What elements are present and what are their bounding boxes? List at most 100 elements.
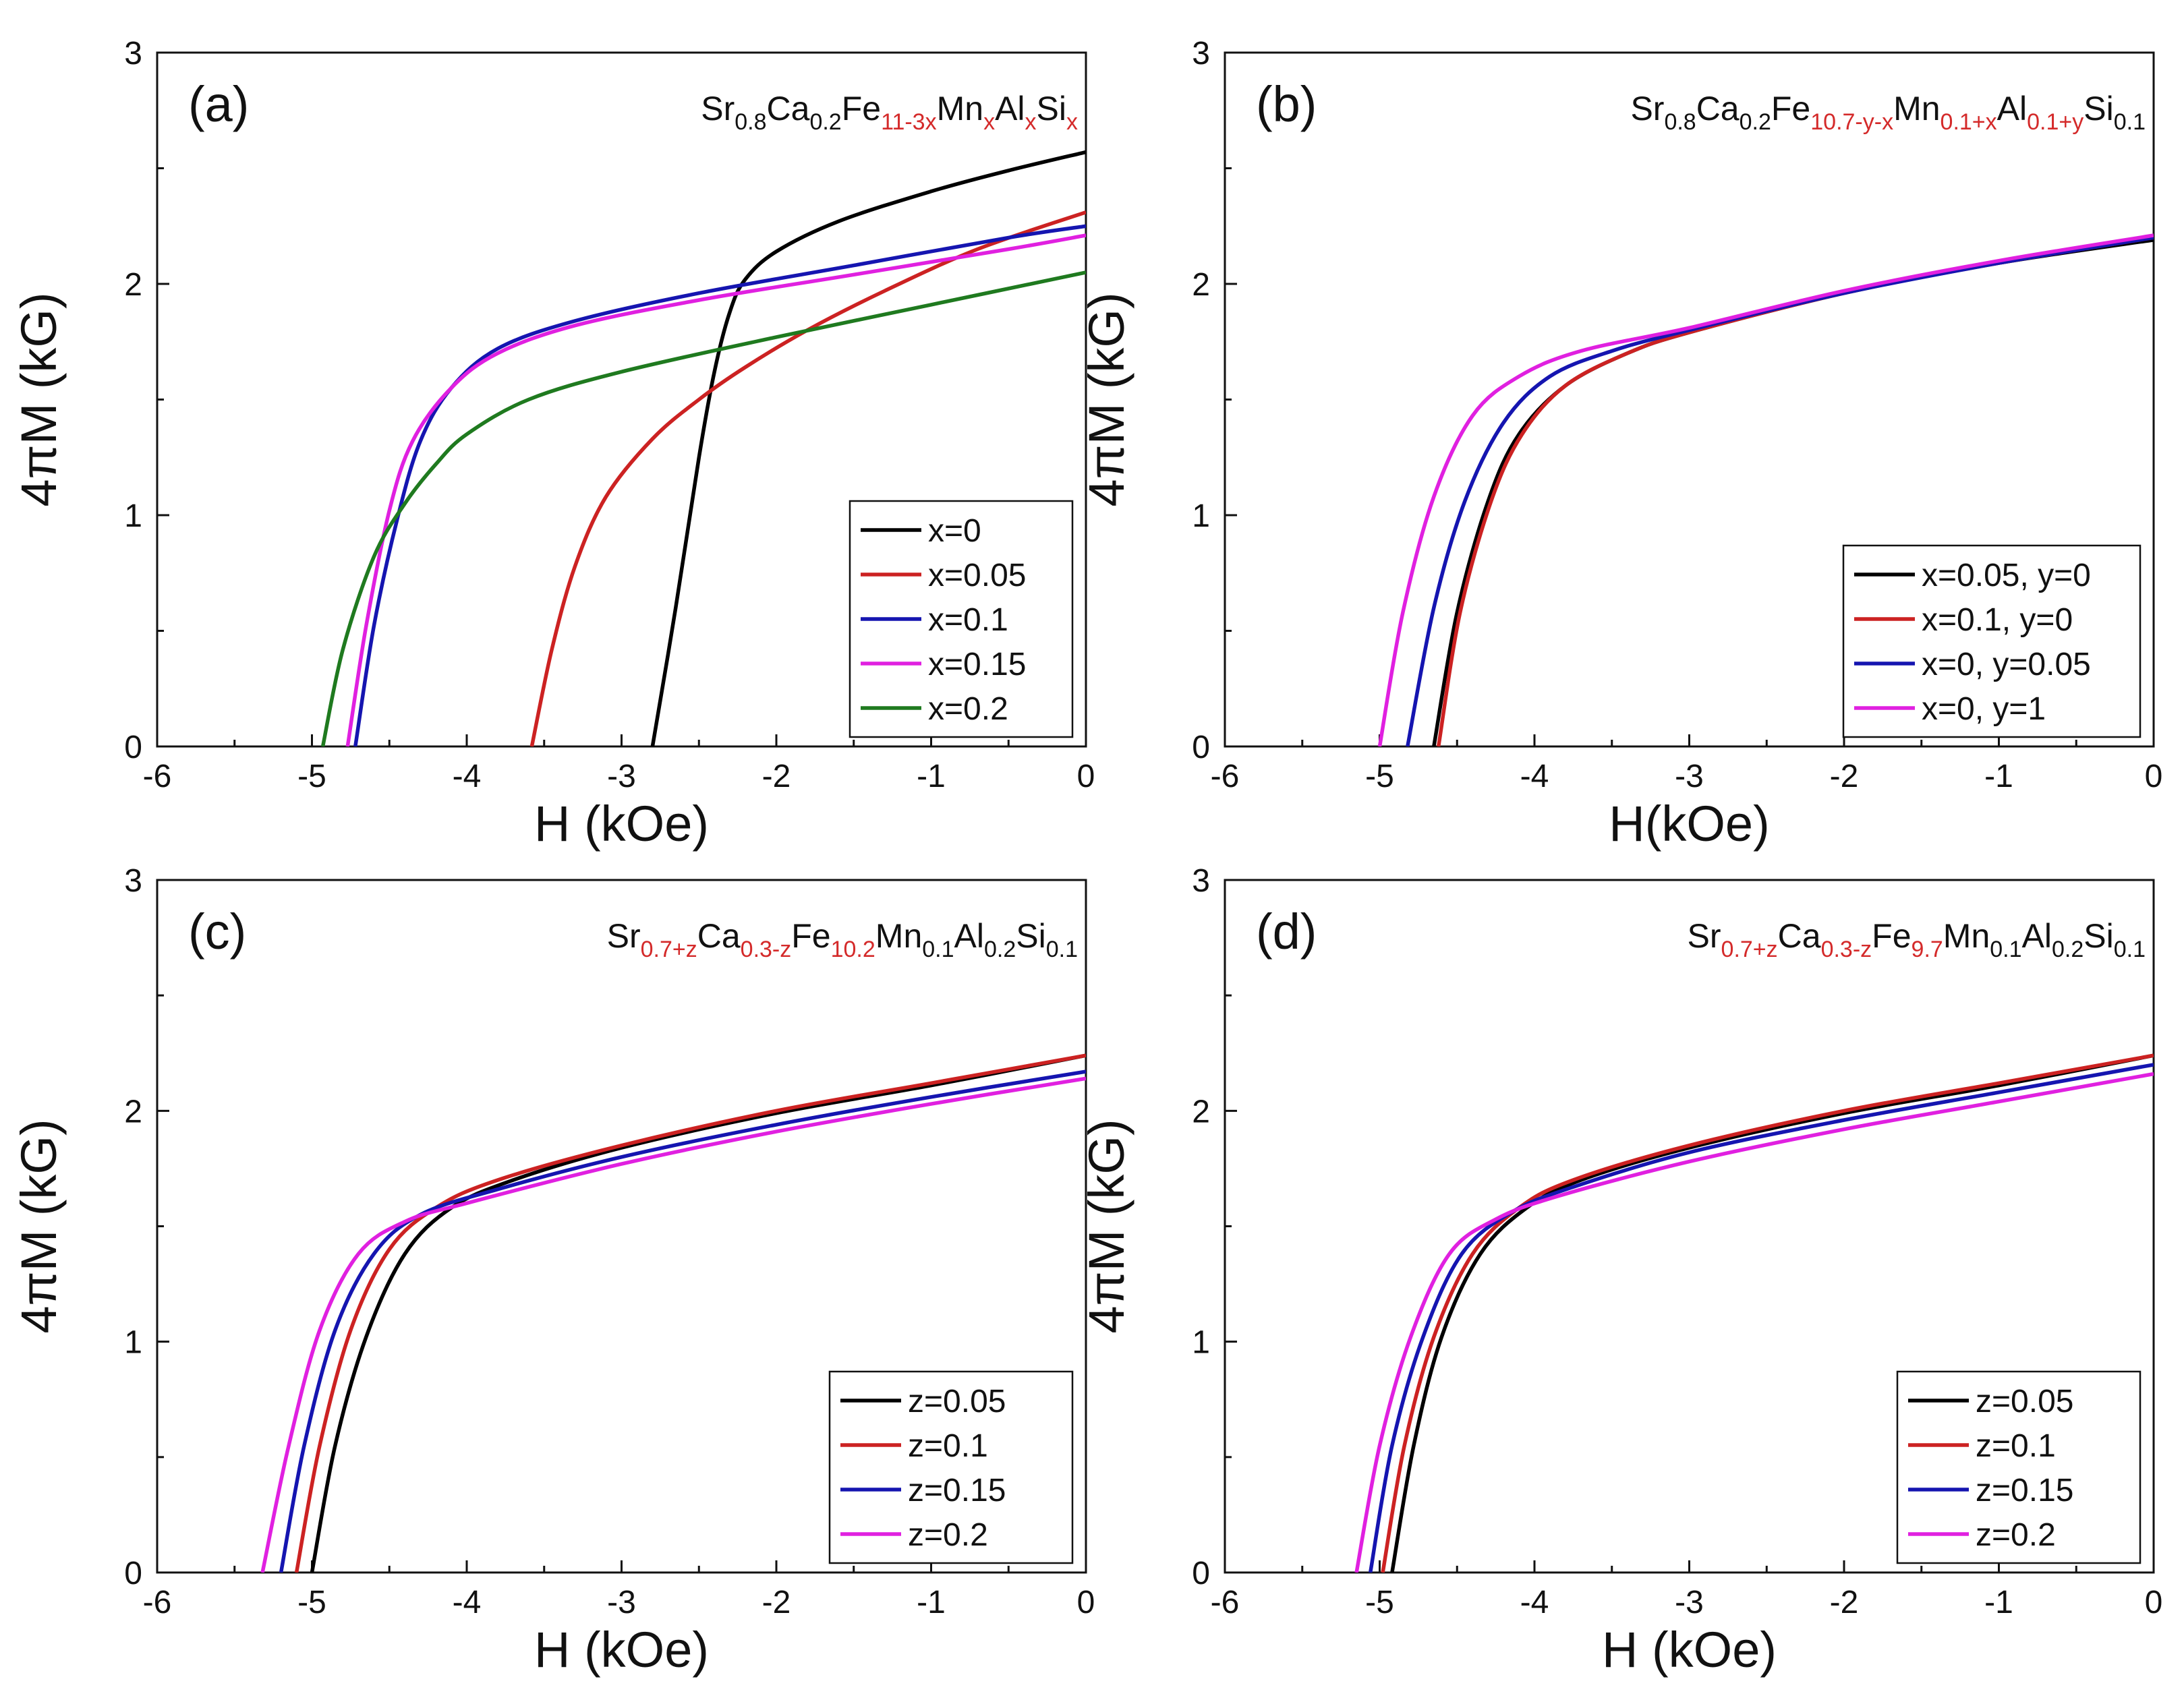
formula-subscript: x xyxy=(1066,109,1078,135)
composition-formula: Sr0.7+z​Ca0.3-z​Fe9.7​Mn0.1​Al0.2​Si0.1​ xyxy=(1688,917,2146,962)
formula-element: Si xyxy=(2084,90,2113,127)
formula-element: Mn xyxy=(1893,90,1940,127)
legend-entry-label: x=0, y=1 xyxy=(1922,691,2046,727)
legend-entry-label: x=0.1, y=0 xyxy=(1922,602,2073,638)
series-line-z-0p1 xyxy=(294,1053,1086,1573)
formula-subscript: 0.2 xyxy=(2052,937,2084,962)
series-line-z-0p2 xyxy=(1354,1071,2154,1573)
x-tick-label: -3 xyxy=(607,1585,636,1620)
y-tick-label: 1 xyxy=(1192,498,1210,534)
legend-entry-label: x=0, y=0.05 xyxy=(1922,647,2091,682)
x-tick-label: -5 xyxy=(1365,1585,1394,1620)
series-line-x-0p05 xyxy=(529,210,1086,746)
y-tick-label: 3 xyxy=(1192,36,1210,71)
formula-subscript: 0.2 xyxy=(984,937,1016,962)
x-tick-label: -1 xyxy=(1984,759,2013,794)
legend-entry-label: z=0.1 xyxy=(908,1428,988,1464)
y-tick-label: 1 xyxy=(1192,1325,1210,1361)
x-tick-label: 0 xyxy=(2145,1585,2163,1620)
formula-element: Ca xyxy=(697,917,741,955)
panel-d: -6 -5 -4 -3 -2 -1 0 0 1 2 3 H (kOe) 4πM (kG) (d) Sr0.7… xyxy=(1079,863,2162,1678)
legend-entry-label: x=0.05 xyxy=(928,558,1026,593)
panel-a: -6 -5 -4 -3 -2 -1 0 0 1 2 3 H (kOe) 4πM (kG) (a) Sr0.8… xyxy=(11,36,1095,852)
formula-subscript: 0.7+z xyxy=(1721,937,1778,962)
formula-subscript: 11-3x xyxy=(881,109,937,135)
formula-subscript: 0.3-z xyxy=(1821,937,1872,962)
x-tick-label: -4 xyxy=(453,759,482,794)
series-line-z-0p15 xyxy=(279,1069,1086,1573)
x-axis-title: H (kOe) xyxy=(534,796,709,852)
legend-entry-label: x=0.1 xyxy=(928,602,1008,638)
x-axis-title: H (kOe) xyxy=(1602,1622,1777,1678)
y-tick-label: 3 xyxy=(124,863,142,899)
formula-subscript: 0.1 xyxy=(1990,937,2021,962)
formula-subscript: 0.1 xyxy=(2114,109,2146,135)
formula-element: Si xyxy=(1037,90,1066,127)
x-tick-label: -5 xyxy=(297,759,326,794)
x-tick-label: 0 xyxy=(1077,759,1095,794)
x-tick-label: -4 xyxy=(1520,759,1549,794)
y-axis-title: 4πM (kG) xyxy=(11,1119,67,1333)
y-tick-label: 2 xyxy=(1192,267,1210,303)
formula-subscript: 9.7 xyxy=(1912,937,1943,962)
formula-subscript: x xyxy=(1025,109,1037,135)
formula-element: Sr xyxy=(1630,90,1664,127)
x-axis-title: H (kOe) xyxy=(534,1622,709,1678)
formula-subscript: 0.1 xyxy=(2114,937,2146,962)
x-tick-label: -6 xyxy=(143,759,172,794)
legend-entry-label: z=0.15 xyxy=(908,1473,1006,1508)
legend-entry-label: z=0.05 xyxy=(908,1384,1006,1419)
x-tick-label: -2 xyxy=(1830,1585,1859,1620)
formula-subscript: 0.1+x xyxy=(1941,109,1997,135)
formula-subscript: 10.2 xyxy=(831,937,875,962)
x-tick-label: -6 xyxy=(143,1585,172,1620)
formula-subscript: 0.2 xyxy=(1740,109,1771,135)
y-axis-title: 4πM (kG) xyxy=(11,292,67,506)
formula-subscript: 0.1+y xyxy=(2027,109,2084,135)
y-axis-title: 4πM (kG) xyxy=(1079,292,1134,506)
formula-element: Fe xyxy=(1771,90,1810,127)
formula-subscript: 0.1 xyxy=(922,937,954,962)
formula-element: Si xyxy=(2084,917,2113,955)
formula-element: Mn xyxy=(875,917,922,955)
x-tick-label: 0 xyxy=(1077,1585,1095,1620)
series-line-x-0-y-1 xyxy=(1377,233,2154,746)
legend-entry-label: z=0.1 xyxy=(1976,1428,2056,1464)
series-line-z-0p05 xyxy=(310,1053,1086,1573)
x-tick-label: -2 xyxy=(762,759,791,794)
x-tick-label: -6 xyxy=(1211,759,1240,794)
formula-element: Mn xyxy=(937,90,983,127)
y-tick-label: 3 xyxy=(124,36,142,71)
formula-element: Al xyxy=(995,90,1025,127)
formula-subscript: 10.7-y-x xyxy=(1810,109,1893,135)
y-tick-label: 0 xyxy=(1192,730,1210,765)
series-line-x-0p2 xyxy=(320,270,1086,746)
x-tick-label: 0 xyxy=(2145,759,2163,794)
x-tick-label: -2 xyxy=(1830,759,1859,794)
x-tick-label: -2 xyxy=(762,1585,791,1620)
y-tick-label: 1 xyxy=(124,498,142,534)
legend-entry-label: z=0.2 xyxy=(908,1517,988,1553)
series-line-z-0p1 xyxy=(1381,1053,2154,1573)
formula-element: Sr xyxy=(701,90,735,127)
legend-box xyxy=(1896,1370,2142,1564)
panel-label: (a) xyxy=(188,76,249,132)
formula-subscript: 0.8 xyxy=(735,109,766,135)
x-tick-label: -6 xyxy=(1211,1585,1240,1620)
x-tick-label: -4 xyxy=(1520,1585,1549,1620)
y-tick-label: 1 xyxy=(124,1325,142,1361)
series-line-x-0p1 xyxy=(353,224,1086,746)
composition-formula: Sr0.7+z​Ca0.3-z​Fe10.2​Mn0.1​Al0.2​Si0.1… xyxy=(607,917,1078,962)
legend-entry-label: z=0.05 xyxy=(1976,1384,2073,1419)
formula-subscript: x xyxy=(983,109,995,135)
formula-element: Fe xyxy=(842,90,881,127)
y-tick-label: 2 xyxy=(1192,1094,1210,1129)
legend-box xyxy=(828,1370,1074,1564)
legend-entry-label: x=0.2 xyxy=(928,691,1008,727)
legend-box xyxy=(1842,544,2142,738)
y-tick-label: 2 xyxy=(124,267,142,303)
panel-label: (c) xyxy=(188,904,246,960)
formula-subscript: 0.3-z xyxy=(741,937,792,962)
formula-element: Ca xyxy=(1696,90,1740,127)
